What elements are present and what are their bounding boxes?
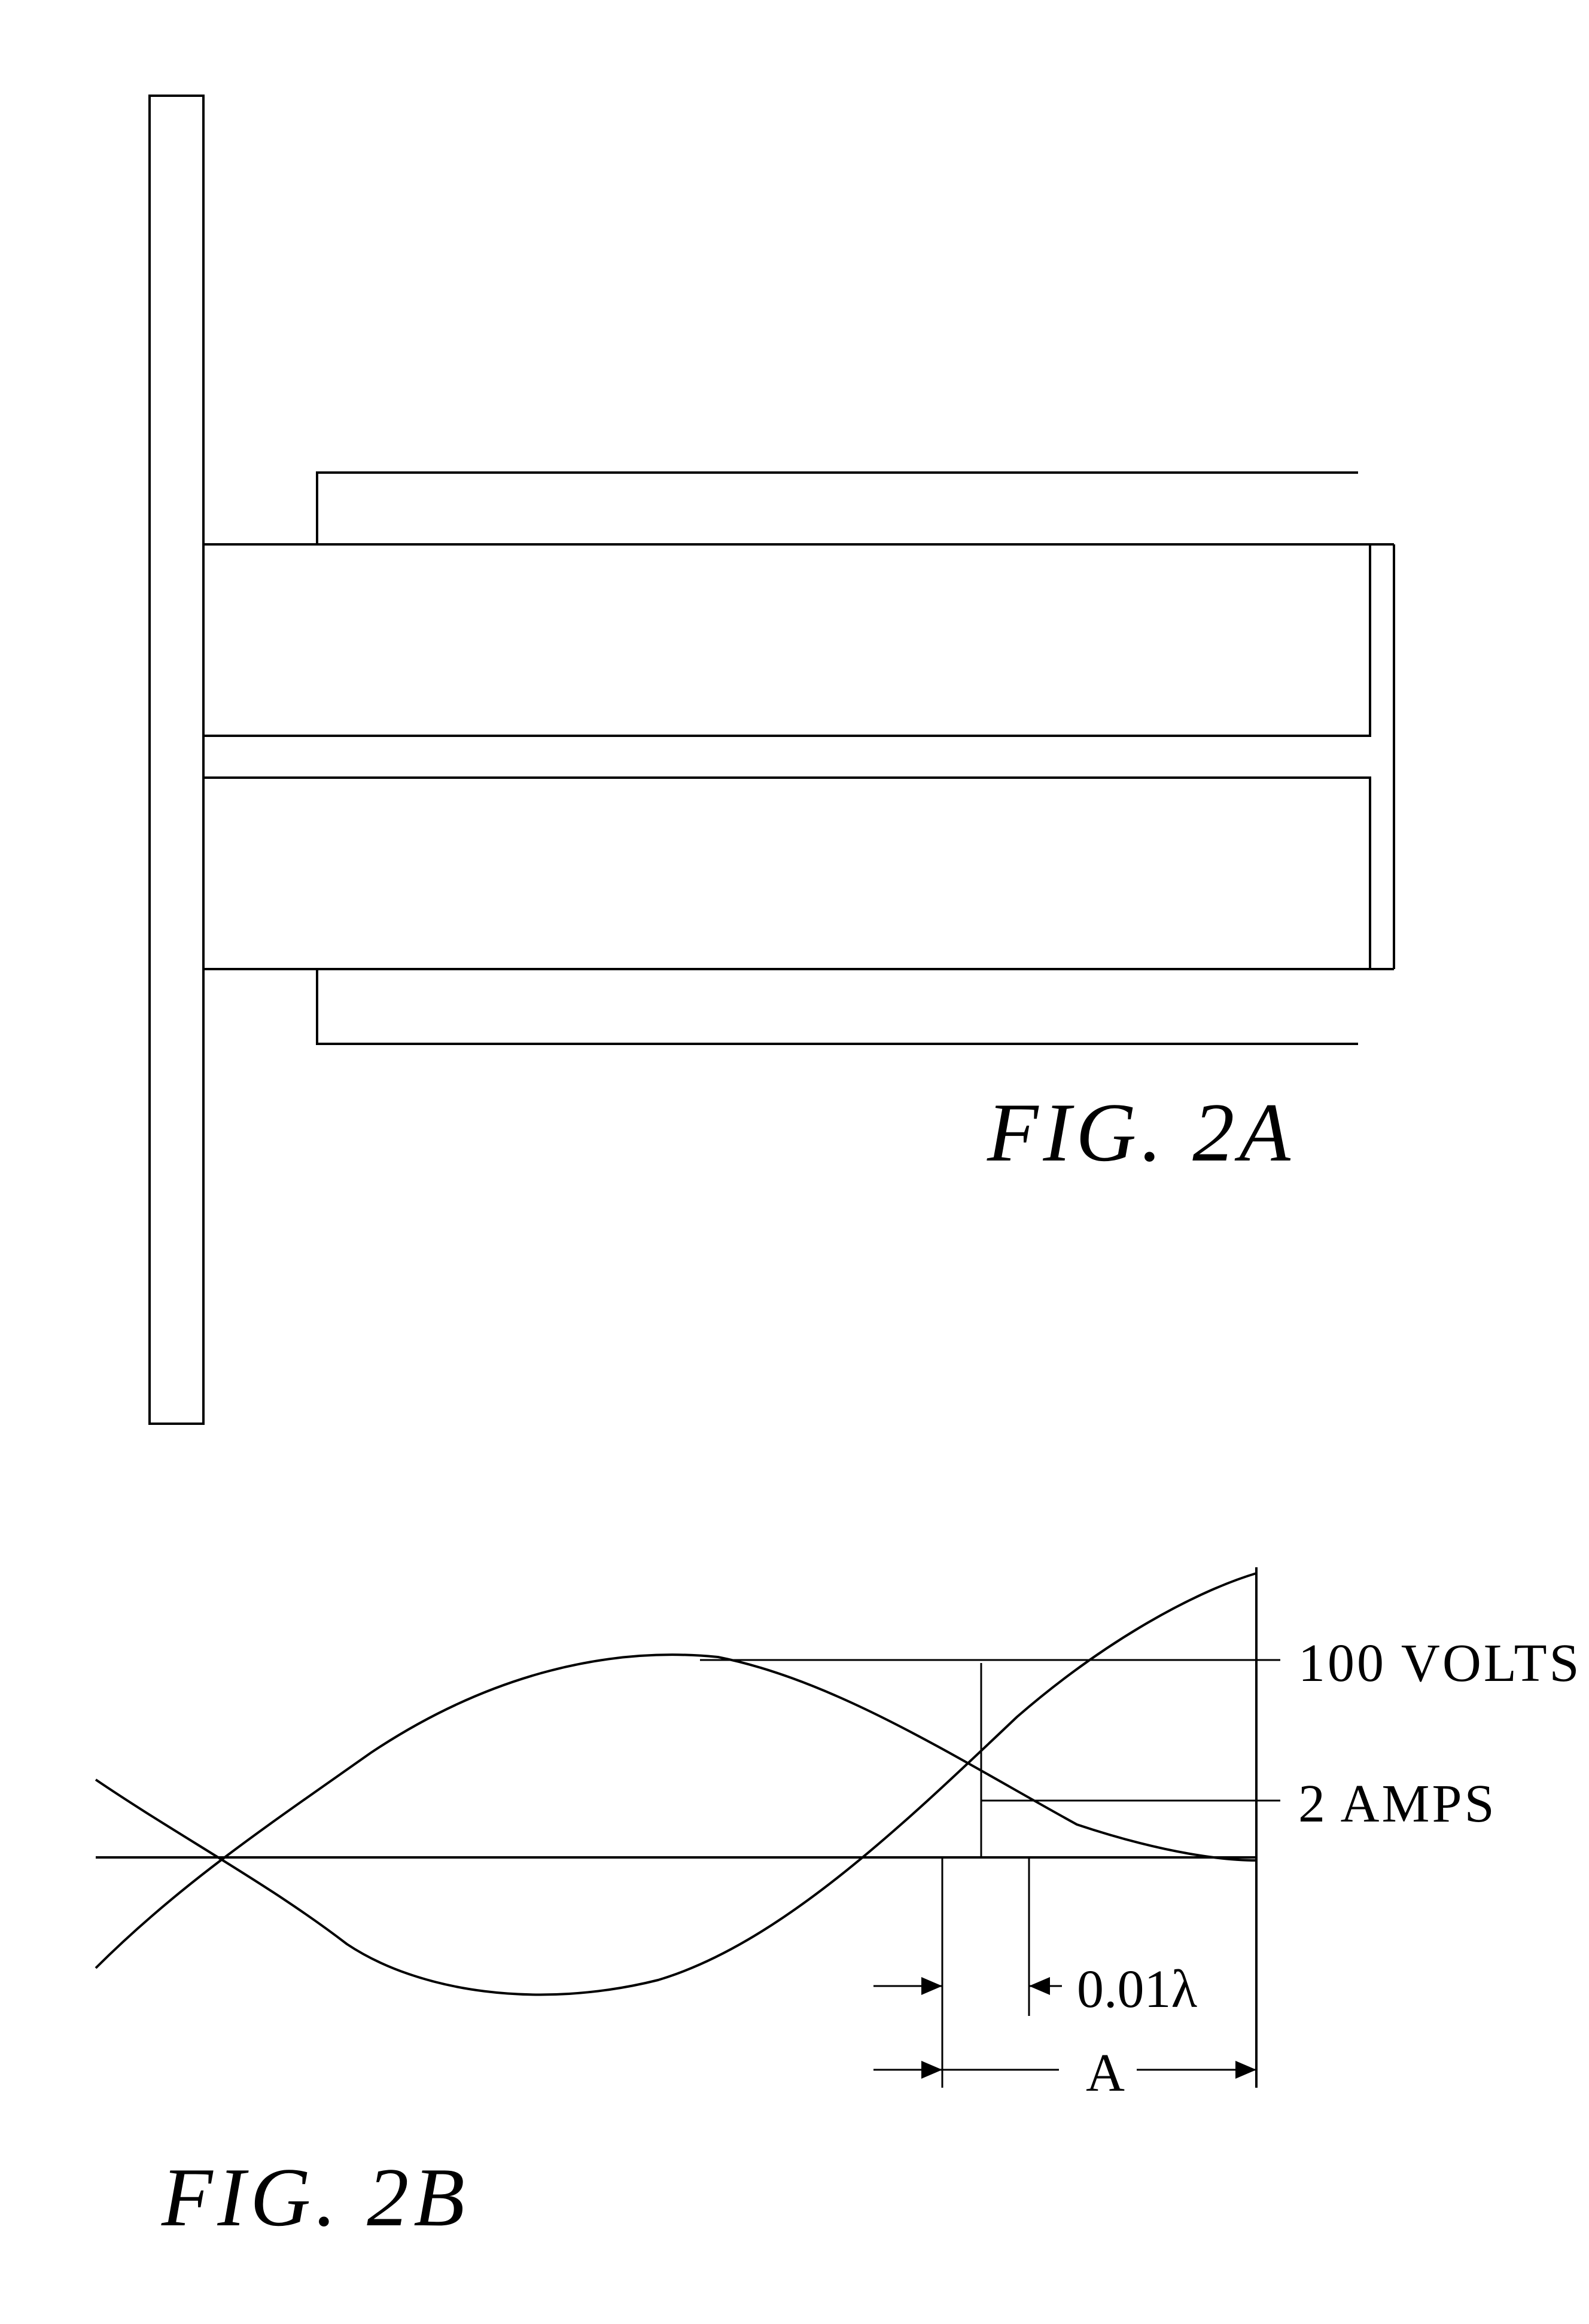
- lower-conductor: [203, 778, 1370, 969]
- upper-hook: [317, 473, 1358, 544]
- voltage-curve: [96, 1573, 1256, 1994]
- current-curve: [96, 1655, 1256, 1968]
- diagram-container: FIG. 2A: [0, 0, 1589, 2321]
- upper-conductor: [203, 544, 1370, 736]
- dim-A: [873, 2061, 1256, 2079]
- fig-2b-label: FIG. 2B: [161, 2151, 470, 2244]
- label-A: A: [1086, 2043, 1125, 2103]
- dim-lambda: [873, 1977, 1062, 1995]
- vertical-bar: [150, 96, 203, 1424]
- label-2-amps: 2 AMPS: [1298, 1774, 1497, 1833]
- label-lambda: 0.01λ: [1077, 1960, 1198, 2019]
- fig-2a-group: FIG. 2A: [150, 96, 1394, 1424]
- fig-2a-label: FIG. 2A: [987, 1086, 1295, 1179]
- fig-2b-group: 100 VOLTS 2 AMPS 0.01λ A FIG. 2B: [96, 1567, 1582, 2244]
- diagram-svg: FIG. 2A: [0, 0, 1589, 2321]
- label-100-volts: 100 VOLTS: [1298, 1634, 1582, 1693]
- lower-hook: [317, 969, 1358, 1044]
